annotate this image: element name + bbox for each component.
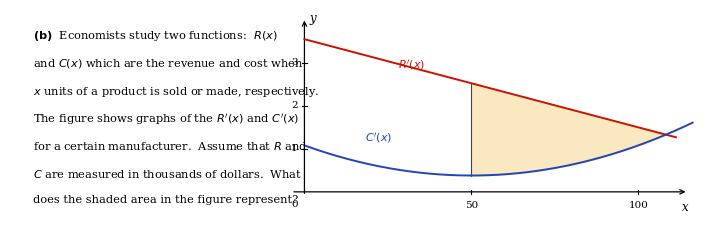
Text: 1: 1 [291,144,298,153]
Text: and $C(x)$ which are the revenue and cost when: and $C(x)$ which are the revenue and cos… [33,57,304,70]
Text: $C'(x)$: $C'(x)$ [364,131,392,145]
Text: The figure shows graphs of the $R'(x)$ and $C'(x)$: The figure shows graphs of the $R'(x)$ a… [33,112,300,127]
Text: 2: 2 [291,101,298,110]
Text: y: y [310,13,316,25]
Text: x: x [682,201,688,214]
Text: 0: 0 [291,200,298,209]
Text: $C$ are measured in thousands of dollars.  What: $C$ are measured in thousands of dollars… [33,168,302,180]
Text: $x$ units of a product is sold or made, respectively.: $x$ units of a product is sold or made, … [33,85,320,99]
Text: does the shaded area in the figure represent?: does the shaded area in the figure repre… [33,195,298,205]
Text: 100: 100 [629,201,648,210]
Text: 50: 50 [464,201,478,210]
Text: for a certain manufacturer.  Assume that $R$ and: for a certain manufacturer. Assume that … [33,140,308,152]
Text: $R'(x)$: $R'(x)$ [398,58,426,72]
Text: 3: 3 [291,58,298,67]
Text: $\mathbf{(b)}$  Economists study two functions:  $R(x)$: $\mathbf{(b)}$ Economists study two func… [33,29,278,43]
